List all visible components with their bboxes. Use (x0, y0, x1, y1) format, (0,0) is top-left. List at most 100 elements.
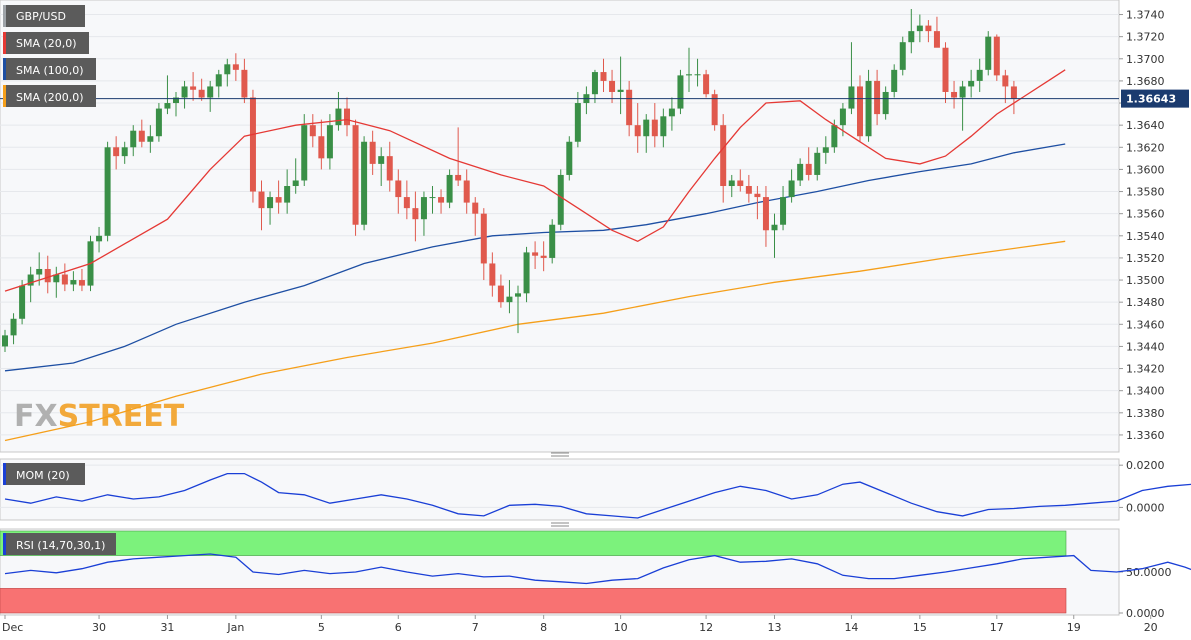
legend-sma20[interactable]: SMA (20,0) (3, 32, 89, 54)
candle-body (138, 130, 145, 142)
candle-body (968, 80, 975, 87)
price-tick-label: 1.3640 (1126, 119, 1165, 132)
candle-body (797, 163, 804, 181)
candle-body (113, 147, 120, 157)
candle-body (352, 125, 359, 225)
rsi-line (4, 553, 1191, 585)
time-tick-label: 15 (913, 621, 927, 634)
price-tick-label: 1.3420 (1126, 363, 1165, 376)
candle-body (412, 208, 419, 220)
candle-body (985, 36, 992, 70)
legend-sma20-text: SMA (20,0) (16, 37, 77, 50)
time-tick-label: Dec (2, 621, 23, 634)
time-axis: Dec3031Jan5678101213141517192021222426 (2, 615, 1158, 634)
panel-splitter-2[interactable] (551, 522, 569, 527)
price-tick-label: 1.3500 (1126, 274, 1165, 287)
sma-100-line (4, 143, 1066, 372)
candle-body (951, 91, 958, 98)
candle-body (643, 119, 650, 137)
candle-body (549, 224, 556, 258)
candle-body (703, 74, 710, 95)
price-tick-label: 1.3480 (1126, 296, 1165, 309)
legend-rsi[interactable]: RSI (14,70,30,1) (3, 533, 116, 555)
candle-body (480, 213, 487, 264)
time-tick-label: Jan (226, 621, 244, 634)
time-tick-label: 31 (160, 621, 174, 634)
price-tick-label: 1.3520 (1126, 252, 1165, 265)
rsi-overbought-band (0, 530, 1067, 556)
candle-body (515, 293, 521, 297)
candle-body (745, 186, 752, 194)
time-tick-label: 19 (1067, 621, 1081, 634)
legend-sma200[interactable]: SMA (200,0) (3, 85, 96, 107)
candle-body (848, 86, 855, 109)
candle-body (839, 108, 846, 126)
candle-body (27, 274, 34, 286)
candle-body (147, 136, 154, 142)
price-tick-label: 1.3620 (1126, 141, 1165, 154)
logo-fx-text: FX (14, 399, 58, 434)
candle-body (822, 147, 829, 153)
panel-splitter-1[interactable] (551, 452, 569, 457)
mom-axis: 0.0200 0.0000 (1119, 459, 1165, 514)
price-tick-label: 1.3560 (1126, 208, 1165, 221)
candle-body (660, 116, 667, 137)
time-tick-label: 12 (699, 621, 713, 634)
candle-body (694, 74, 701, 76)
time-tick-label: 10 (614, 621, 628, 634)
mom-gridlines (0, 464, 1119, 508)
candle-body (344, 108, 350, 126)
candle-body (155, 108, 162, 137)
legend-sma100[interactable]: SMA (100,0) (3, 58, 96, 80)
price-tick-label: 1.3600 (1126, 163, 1165, 176)
candle-body (831, 125, 838, 148)
candle-body (737, 180, 744, 187)
candle-body (386, 156, 393, 181)
candle-body (942, 47, 949, 92)
candle-body (497, 285, 504, 303)
candle-body (591, 72, 598, 95)
legend-instrument[interactable]: GBP/USD (3, 5, 85, 27)
candle-body (540, 255, 547, 258)
candle-body (668, 108, 675, 117)
candle-body (976, 69, 983, 81)
candle-body (993, 36, 1000, 76)
price-tick-label: 1.3380 (1126, 407, 1165, 420)
candle-body (395, 180, 402, 198)
mom-tick-label: 0.0000 (1126, 501, 1165, 514)
candle-body (788, 180, 795, 198)
candle-body (438, 197, 445, 203)
candle-body (532, 252, 539, 256)
candle-body (754, 193, 761, 198)
candle-body (686, 74, 692, 76)
candle-body (891, 69, 898, 92)
time-tick-label: 20 (1144, 621, 1158, 634)
candle-body (309, 125, 316, 137)
candle-body (215, 74, 222, 87)
time-tick-label: 17 (990, 621, 1004, 634)
candle-body (44, 268, 51, 283)
candle-body (489, 263, 496, 286)
candle-body (899, 42, 906, 70)
main-gridlines (0, 14, 1119, 436)
candle-body (506, 296, 513, 303)
candle-body (249, 97, 256, 192)
legend-mom[interactable]: MOM (20) (3, 463, 85, 485)
candle-body (609, 80, 616, 92)
time-tick-label: 14 (844, 621, 858, 634)
time-tick-label: 13 (768, 621, 782, 634)
rsi-oversold-band (0, 588, 1067, 614)
candle-body (557, 174, 564, 225)
candle-body (301, 125, 308, 181)
candle-body (916, 25, 923, 32)
candle-body (181, 86, 188, 98)
mom-line (4, 472, 1191, 519)
candle-body (600, 72, 607, 81)
rsi-tick-label: 50.0000 (1126, 566, 1172, 579)
candle-body (403, 197, 410, 209)
candle-body (677, 75, 684, 109)
price-tick-label: 1.3460 (1126, 318, 1165, 331)
price-tick-label: 1.3440 (1126, 340, 1165, 353)
candle-body (574, 103, 581, 142)
candle-body (523, 252, 530, 294)
